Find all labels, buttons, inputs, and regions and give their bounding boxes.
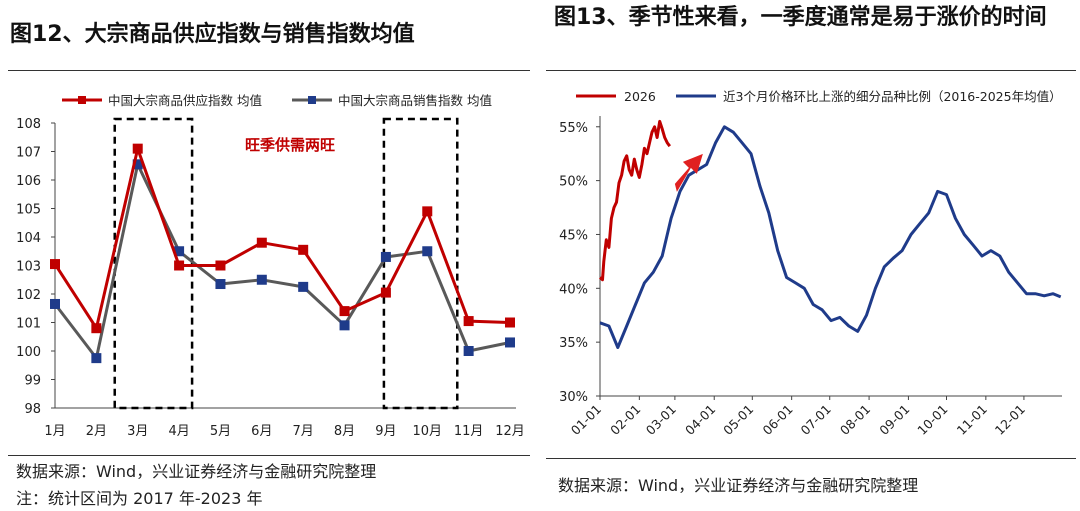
y-tick-label: 104 (16, 231, 41, 246)
point-sales (380, 251, 391, 262)
right-source-rule (546, 458, 1076, 459)
right-chart-panel: 图13、季节性来看，一季度通常是易于涨价的时间 30% 35% 40% 45% 50% 5… (540, 0, 1080, 511)
left-note-text: 注：统计区间为 2017 年-2023 年 (16, 489, 263, 508)
y-tick-label: 100 (16, 345, 41, 360)
left-chart-svg: 98 99 100 101 102 103 104 105 106 107 108 1月 2月 3月 4月 5… (16, 93, 525, 439)
x-tick-label: 05-01 (720, 402, 756, 438)
x-tick-label: 08-01 (837, 402, 873, 438)
x-tick-label: 04-01 (682, 402, 718, 438)
legend-label-2: 中国大宗商品销售指数 均值 (338, 93, 492, 108)
point-sales (215, 279, 226, 290)
x-tick-label: 9月 (375, 424, 396, 439)
x-tick-label: 7月 (293, 424, 314, 439)
y-tick-label: 103 (16, 260, 41, 275)
x-tick-label: 10-01 (914, 402, 950, 438)
x-tick-label: 12-01 (992, 402, 1028, 438)
left-chart-panel: 图12、大宗商品供应指数与销售指数均值 98 99 100 101 102 103 104 1… (0, 0, 530, 511)
x-tick-label: 02-01 (607, 402, 643, 438)
point-supply (50, 259, 60, 270)
left-title-rule (8, 70, 530, 71)
legend-label-2: 近3个月价格环比上涨的细分品种比例（2016-2025年均值） (723, 89, 1062, 104)
x-tick-label: 3月 (127, 424, 148, 439)
x-tick-label: 12月 (495, 424, 525, 439)
x-tick-label: 2月 (86, 424, 107, 439)
point-sales (298, 281, 309, 292)
legend-marker-2 (308, 96, 316, 104)
x-tick-label: 6月 (251, 424, 272, 439)
point-sales (174, 246, 185, 257)
point-supply (174, 260, 185, 271)
left-source-rule (8, 455, 530, 456)
y-tick-label: 55% (559, 121, 588, 136)
point-supply (505, 317, 515, 328)
x-tick-label: 03-01 (643, 402, 679, 438)
x-tick-label: 8月 (334, 424, 355, 439)
point-sales (505, 337, 515, 348)
series-line-2026 (599, 119, 671, 282)
y-tick-label: 45% (559, 228, 588, 243)
point-sales (422, 246, 433, 257)
peak-season-box-spring (113, 117, 194, 410)
legend-marker-1 (78, 96, 86, 104)
point-sales (463, 346, 474, 356)
series-line-average (599, 125, 1062, 349)
y-tick-label: 98 (24, 402, 41, 417)
y-tick-label: 106 (16, 174, 41, 189)
point-sales (50, 298, 60, 309)
y-tick-label: 108 (16, 117, 41, 132)
point-supply (422, 206, 433, 217)
legend-label-1: 中国大宗商品供应指数 均值 (108, 93, 262, 108)
point-sales (256, 274, 267, 285)
x-tick-label: 01-01 (568, 402, 604, 438)
y-tick-label: 35% (559, 336, 588, 351)
x-tick-label: 06-01 (759, 402, 795, 438)
x-tick-label: 07-01 (798, 402, 834, 438)
point-supply (256, 237, 267, 248)
point-supply (380, 287, 391, 298)
right-chart-svg: 30% 35% 40% 45% 50% 55% 01-01 02-01 03-01 04-01 05… (559, 89, 1062, 438)
x-tick-label: 10月 (412, 424, 442, 439)
left-chart-title: 图12、大宗商品供应指数与销售指数均值 (10, 22, 415, 47)
y-tick-label: 101 (16, 317, 41, 332)
x-tick-label: 11月 (454, 424, 484, 439)
x-tick-label: 09-01 (876, 402, 912, 438)
y-tick-label: 50% (559, 175, 588, 190)
point-sales (132, 159, 143, 170)
y-tick-label: 107 (16, 146, 41, 161)
trend-up-arrow-icon (674, 153, 703, 192)
x-tick-label: 11-01 (954, 402, 990, 438)
annotation-peak-season: 旺季供需两旺 (245, 136, 335, 154)
series-line-supply (53, 147, 511, 330)
point-supply (339, 306, 350, 317)
y-tick-label: 105 (16, 203, 41, 218)
point-supply (298, 244, 309, 255)
right-source-text: 数据来源：Wind，兴业证券经济与金融研究院整理 (558, 476, 919, 495)
y-tick-label: 30% (559, 390, 588, 405)
y-tick-label: 40% (559, 282, 588, 297)
x-tick-label: 1月 (44, 424, 65, 439)
point-supply (132, 143, 143, 154)
peak-season-box-autumn (382, 117, 459, 410)
legend-label-1: 2026 (624, 89, 656, 104)
point-supply (463, 316, 474, 327)
point-supply (91, 323, 102, 334)
left-source-text: 数据来源：Wind，兴业证券经济与金融研究院整理 (16, 462, 377, 481)
x-tick-label: 5月 (210, 424, 231, 439)
y-tick-label: 99 (24, 374, 41, 389)
x-tick-label: 4月 (168, 424, 189, 439)
right-title-rule (546, 70, 1076, 71)
series-line-sales (53, 162, 511, 360)
point-sales (91, 353, 102, 364)
right-chart-title: 图13、季节性来看，一季度通常是易于涨价的时间 (554, 5, 1047, 30)
y-tick-label: 102 (16, 288, 41, 303)
point-sales (339, 320, 350, 331)
point-supply (215, 260, 226, 271)
